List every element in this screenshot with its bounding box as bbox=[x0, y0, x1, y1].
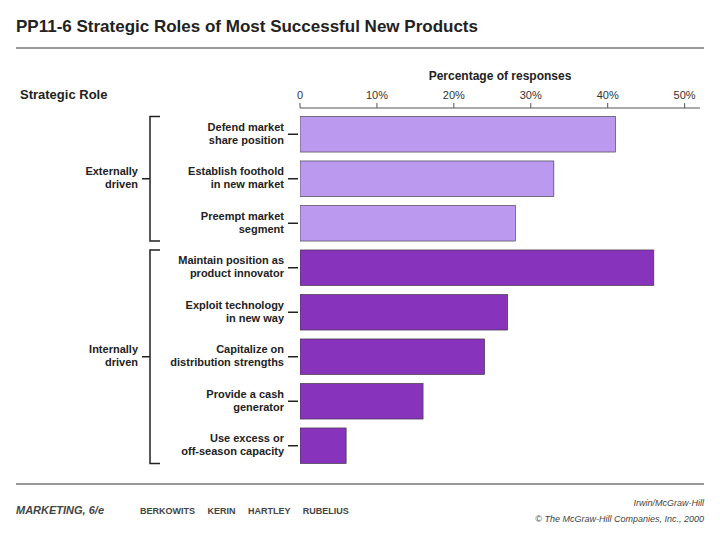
tick-label: 30% bbox=[520, 89, 542, 101]
axis-line bbox=[300, 108, 700, 109]
label-dash bbox=[288, 356, 298, 358]
category-label: Capitalize ondistribution strengths bbox=[170, 343, 284, 368]
tick-mark bbox=[453, 103, 454, 108]
category-label: Provide a cashgenerator bbox=[206, 388, 284, 413]
group-label: Externallydriven bbox=[85, 165, 138, 190]
label-dash bbox=[288, 223, 298, 225]
bars bbox=[300, 116, 654, 463]
label-dash bbox=[288, 134, 298, 136]
label-dash bbox=[288, 267, 298, 269]
footer-text: BERKOWITS KERIN HARTLEY RUBELIUS bbox=[140, 506, 349, 516]
bar bbox=[300, 161, 554, 197]
category-label: Exploit technologyin new way bbox=[186, 299, 285, 324]
category-label: Defend marketshare position bbox=[208, 121, 285, 146]
tick-mark bbox=[607, 103, 608, 108]
x-axis: 0 10% 20% 30% 40% 50% bbox=[297, 89, 700, 108]
bar bbox=[300, 205, 515, 241]
tick-label: 20% bbox=[443, 89, 465, 101]
tick-label: 40% bbox=[597, 89, 619, 101]
footer-text: Irwin/McGraw-Hill bbox=[634, 498, 705, 508]
footer-rule bbox=[16, 484, 704, 485]
group-label: Internallydriven bbox=[89, 343, 139, 368]
bar bbox=[300, 339, 485, 375]
header-label: Strategic Role bbox=[20, 87, 107, 102]
label-dash bbox=[288, 401, 298, 403]
tick-mark bbox=[300, 103, 301, 108]
footer-text: MARKETING, 6/e bbox=[16, 504, 104, 516]
footer-text: © The McGraw-Hill Companies, Inc., 2000 bbox=[535, 514, 704, 524]
label-dash bbox=[288, 178, 298, 180]
label-dash bbox=[288, 445, 298, 447]
label-dash bbox=[288, 312, 298, 314]
bar bbox=[300, 116, 615, 152]
tick-label: 0 bbox=[297, 89, 303, 101]
category-label: Establish footholdin new market bbox=[188, 165, 284, 190]
tick-mark bbox=[684, 103, 685, 108]
title: PP11-6 Strategic Roles of Most Successfu… bbox=[16, 17, 478, 36]
tick-label: 50% bbox=[674, 89, 696, 101]
footer: MARKETING, 6/e BERKOWITS KERIN HARTLEY RU… bbox=[16, 498, 705, 524]
group-brace bbox=[142, 250, 160, 464]
category-labels: Defend marketshare position Establish foo… bbox=[170, 121, 298, 458]
group-brace bbox=[142, 116, 160, 241]
bar bbox=[300, 383, 423, 419]
chart: PP11-6 Strategic Roles of Most Successfu… bbox=[0, 0, 720, 540]
tick-label: 10% bbox=[366, 89, 388, 101]
category-label: Maintain position asproduct innovator bbox=[178, 254, 284, 279]
bar bbox=[300, 294, 508, 330]
tick-mark bbox=[376, 103, 377, 108]
title-rule bbox=[16, 48, 704, 49]
tick-mark bbox=[530, 103, 531, 108]
category-label: Use excess oroff-season capacity bbox=[181, 432, 285, 457]
bar bbox=[300, 250, 654, 286]
category-label: Preempt marketsegment bbox=[201, 210, 284, 235]
group-braces: Externallydriven Internallydriven bbox=[85, 116, 160, 463]
bar bbox=[300, 428, 346, 464]
x-axis-label: Percentage of responses bbox=[429, 69, 572, 83]
